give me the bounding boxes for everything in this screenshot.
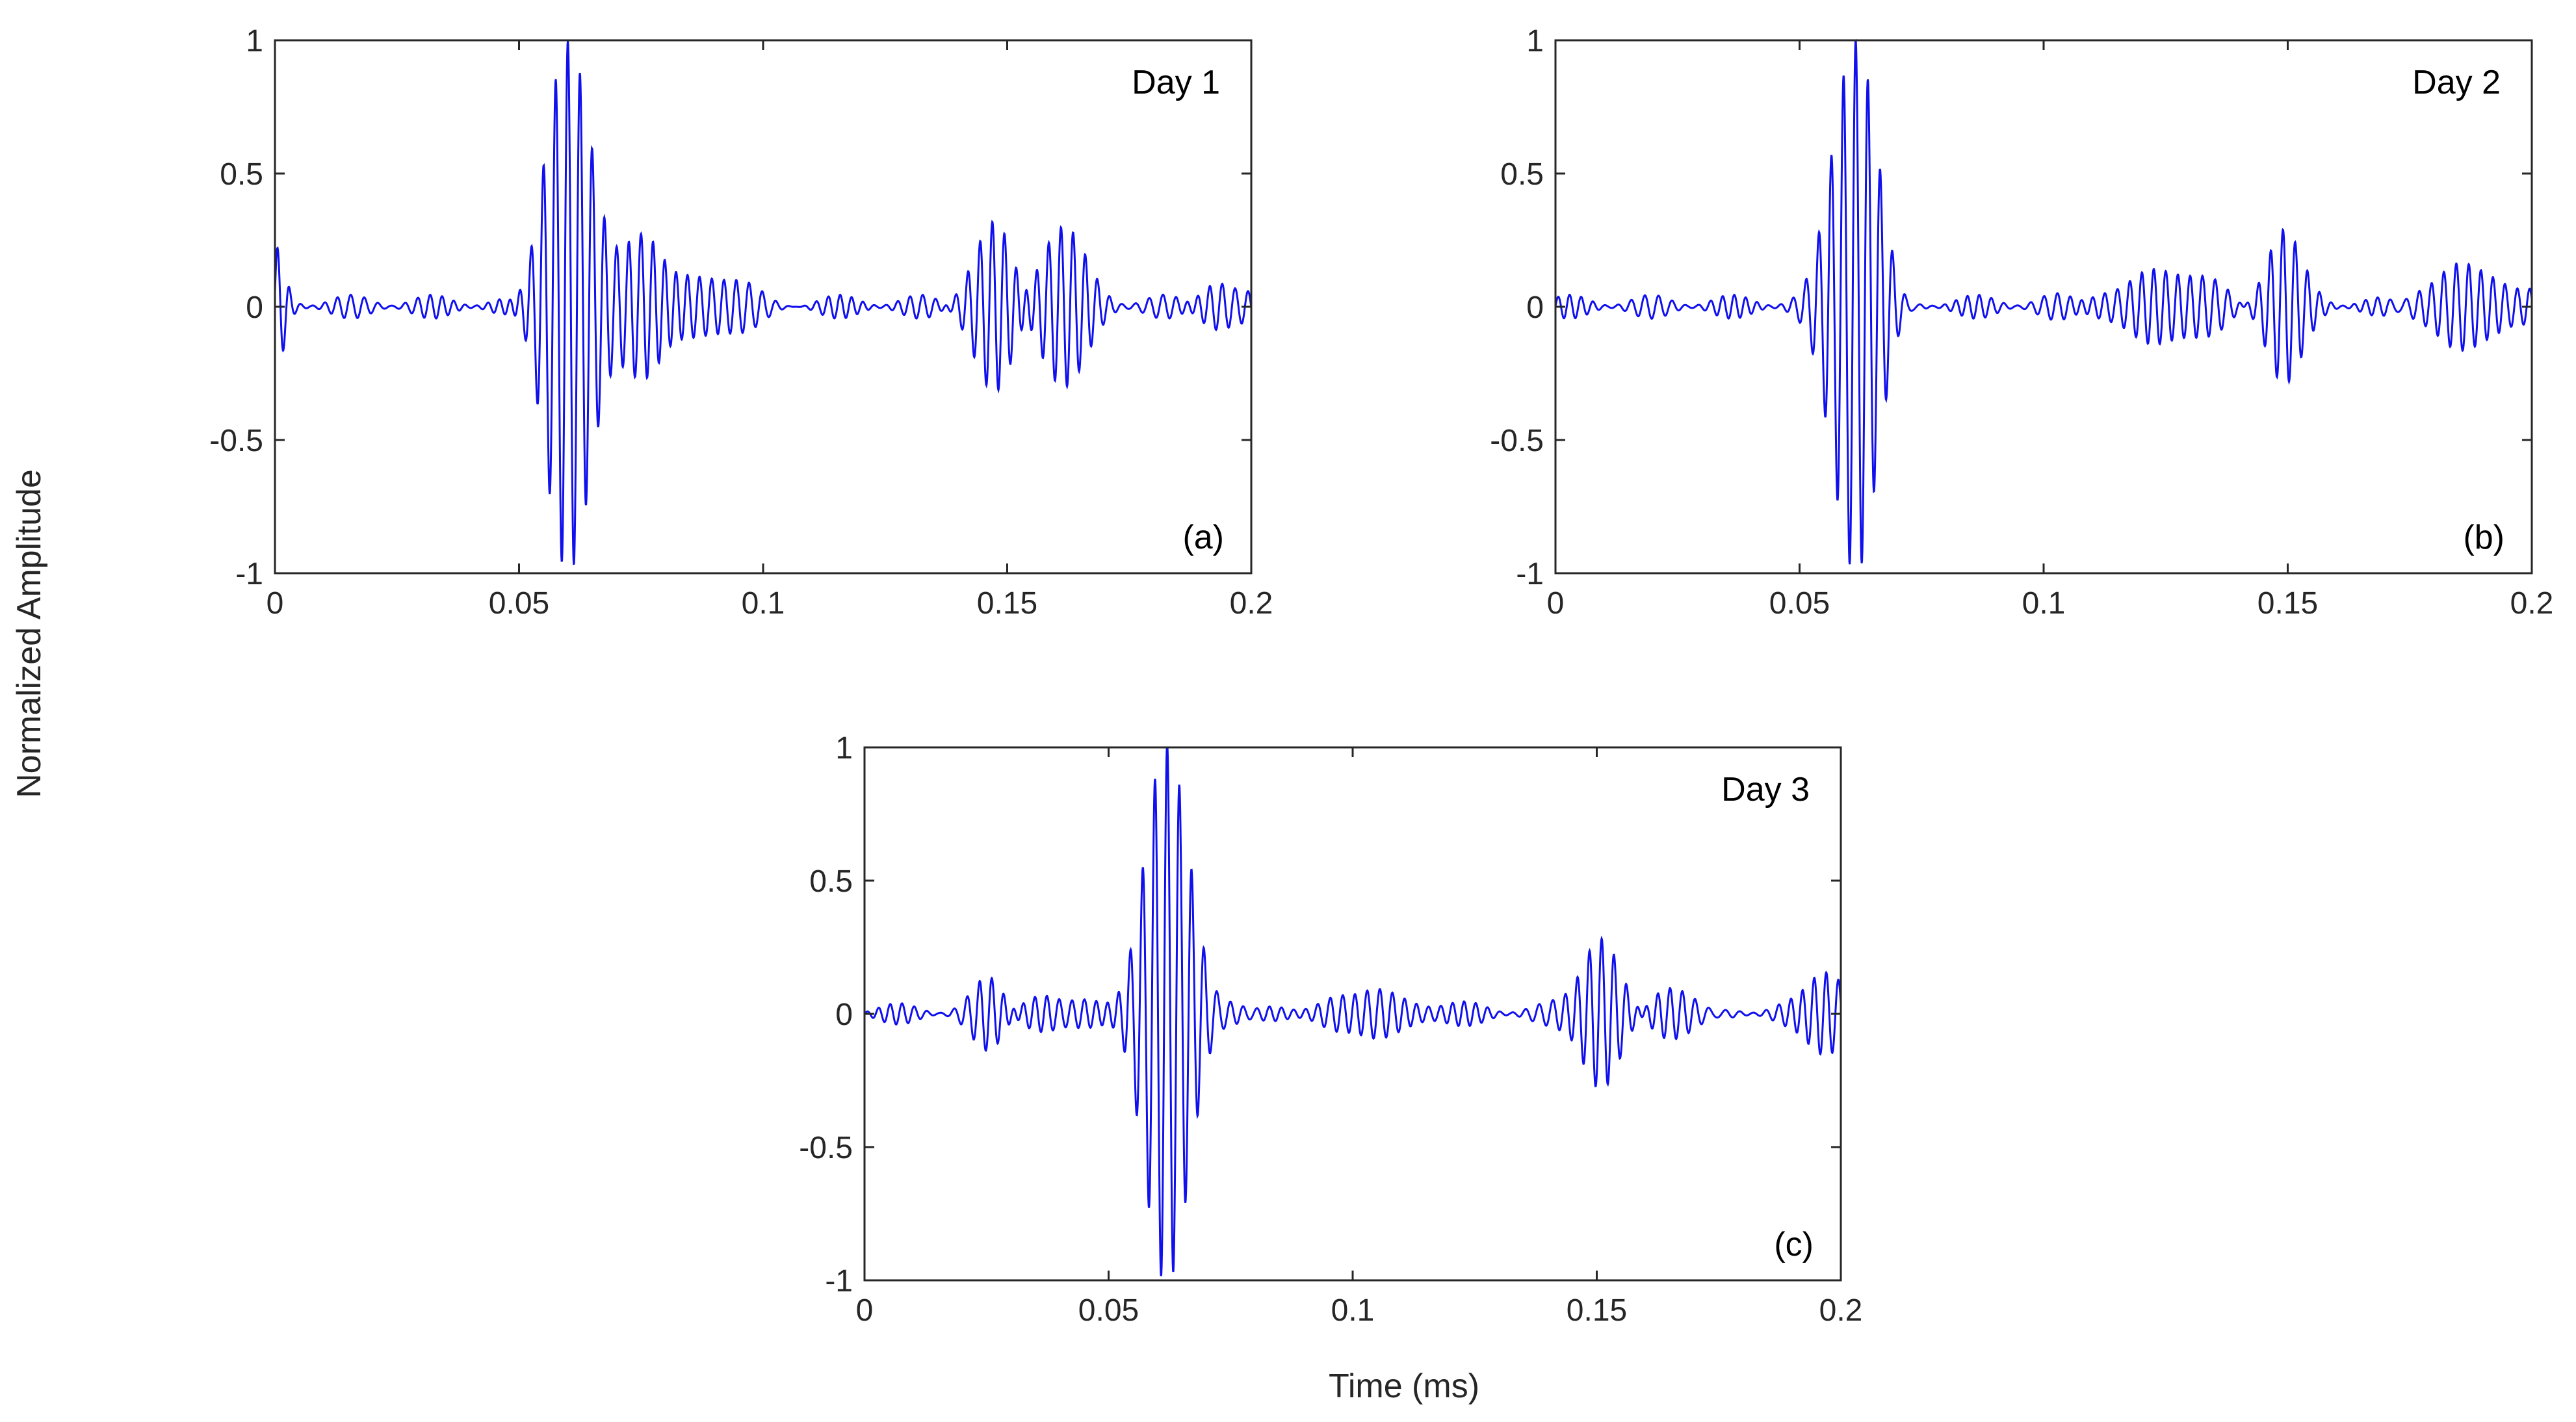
x-tick-label: 0.1: [2022, 586, 2066, 621]
shared-y-axis-label: Normalized Amplitude: [10, 469, 48, 798]
x-tick-label: 0.1: [742, 586, 785, 621]
x-tick-label: 0: [267, 586, 284, 621]
panel-1: 0 0.05 0.1 0.15 0.2 -1 -0.5 0 0.5 1 Day 1 (a): [209, 24, 1273, 621]
y-tick-label: -0.5: [209, 424, 263, 458]
y-tick-label: 0.5: [1500, 157, 1544, 192]
y-tick-label: 0: [835, 998, 853, 1032]
y-tick-label: 1: [835, 731, 853, 766]
x-tick-label: 0: [1547, 586, 1565, 621]
panel-label: (a): [1182, 519, 1224, 556]
panel-2: 0 0.05 0.1 0.15 0.2 -1 -0.5 0 0.5 1 Day 2 (b): [1490, 24, 2553, 621]
panel-label: (b): [2463, 519, 2504, 556]
x-tick-label: 0.2: [1819, 1293, 1863, 1328]
signal-line-panel-1: [274, 40, 1253, 565]
x-tick-label: 0.15: [2257, 586, 2318, 621]
x-tick-label: 0.2: [2510, 586, 2554, 621]
y-tick-label: -1: [825, 1264, 853, 1299]
x-tick-label: 0.05: [1769, 586, 1830, 621]
x-tick-label: 0.2: [1230, 586, 1273, 621]
panel-3: 0 0.05 0.1 0.15 0.2 -1 -0.5 0 0.5 1 Day 3 (c): [799, 731, 1862, 1328]
y-tick-label: -1: [1516, 557, 1544, 591]
signal-line-panel-3: [863, 746, 1842, 1276]
day-label: Day 3: [1721, 771, 1810, 808]
x-tick-label: 0.1: [1331, 1293, 1375, 1328]
y-tick-label: 0.5: [809, 864, 853, 899]
y-tick-label: -0.5: [1490, 424, 1544, 458]
x-tick-label: 0.15: [1567, 1293, 1627, 1328]
shared-x-axis-label: Time (ms): [1329, 1367, 1479, 1405]
x-tick-label: 0.05: [489, 586, 549, 621]
day-label: Day 2: [2412, 64, 2501, 101]
panel-label: (c): [1774, 1226, 1814, 1263]
y-tick-label: 1: [1526, 24, 1544, 58]
y-tick-label: 0.5: [220, 157, 263, 192]
x-tick-label: 0.05: [1078, 1293, 1139, 1328]
y-tick-label: -1: [235, 557, 263, 591]
x-tick-label: 0.15: [977, 586, 1037, 621]
signal-line-panel-2: [1554, 39, 2533, 565]
y-tick-label: 0: [246, 291, 263, 325]
x-tick-label: 0: [856, 1293, 874, 1328]
y-tick-label: -0.5: [799, 1131, 853, 1165]
y-tick-label: 0: [1526, 291, 1544, 325]
day-label: Day 1: [1132, 64, 1220, 101]
y-tick-label: 1: [246, 24, 263, 58]
